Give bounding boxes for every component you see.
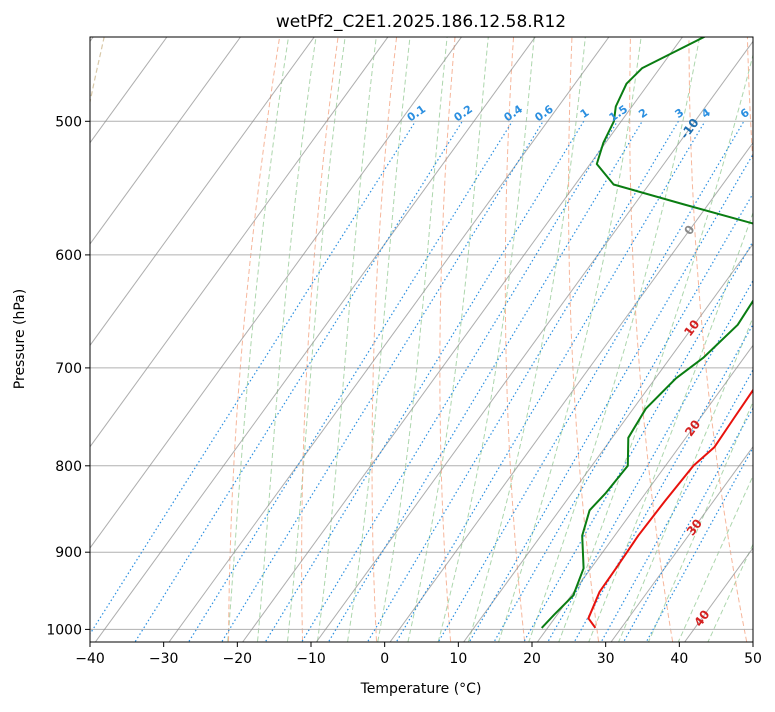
isotherm <box>447 0 775 665</box>
chart-title: wetPf2_C2E1.2025.186.12.58.R12 <box>276 12 566 32</box>
moist-adiabat <box>521 0 775 665</box>
x-axis: −40 −30 −20 −10 0 10 20 30 40 50 <box>75 642 762 667</box>
isotherm-label: 20 <box>682 417 703 439</box>
mixing-ratio-line <box>315 121 643 665</box>
mixing-ratio-label: 8 <box>767 106 775 121</box>
moist-adiabat <box>226 0 574 665</box>
isotherm <box>521 0 775 665</box>
plot-area: 0.10.20.40.611.52346810131620253036-100-… <box>0 0 775 665</box>
isotherm-label: 30 <box>684 516 705 538</box>
isotherm <box>5 0 775 665</box>
y-axis: 1002003004005006007008009001000 <box>46 0 90 638</box>
isotherm <box>742 0 775 665</box>
isotherms <box>0 0 775 665</box>
dewpoint-line <box>542 0 775 628</box>
y-tick-label: 1000 <box>46 622 82 638</box>
dry-adiabats <box>0 0 775 665</box>
mixing-ratio-line <box>456 121 772 665</box>
isotherm-label: 40 <box>691 607 712 629</box>
y-tick-label: 600 <box>55 248 82 264</box>
moist-adiabat <box>344 0 654 665</box>
series-lines <box>542 0 775 628</box>
inline-labels: 0.10.20.40.611.52346810131620253036-100-… <box>405 0 775 629</box>
y-tick-label: 900 <box>55 545 82 561</box>
mixing-ratio-line <box>121 121 463 665</box>
x-tick-label: 50 <box>744 651 762 667</box>
moist-adiabat <box>285 0 611 665</box>
x-tick-label: −30 <box>149 651 179 667</box>
x-tick-label: 30 <box>597 651 615 667</box>
x-tick-label: −10 <box>296 651 326 667</box>
x-tick-label: 20 <box>523 651 541 667</box>
dry-adiabat <box>372 0 644 665</box>
x-tick-label: 10 <box>449 651 467 667</box>
mixing-ratio-label: 2 <box>636 106 650 121</box>
isotherm-label: -20 <box>680 11 704 37</box>
mixing-ratio-line <box>383 121 705 665</box>
mixing-ratio-line <box>174 121 512 665</box>
dry-adiabat <box>440 0 683 665</box>
isotherm <box>0 0 775 665</box>
moist-adiabat <box>373 0 678 665</box>
isotherm <box>0 0 775 665</box>
isotherm <box>0 0 775 665</box>
isotherm <box>0 0 742 665</box>
y-tick-label: 800 <box>55 459 82 475</box>
dry-adiabat <box>689 0 775 665</box>
moist-adiabat <box>491 0 775 665</box>
y-tick-label: 700 <box>55 361 82 377</box>
mixing-ratio-line <box>70 121 415 665</box>
mixing-ratio-line <box>561 121 775 665</box>
mixing-ratio-label: 4 <box>699 106 713 121</box>
dry-adiabat <box>746 0 775 665</box>
x-tick-label: −20 <box>223 651 253 667</box>
x-axis-label: Temperature (°C) <box>360 681 482 697</box>
isotherm <box>0 0 775 665</box>
mixing-ratio-line <box>251 121 583 665</box>
y-tick-label: 500 <box>55 114 82 130</box>
isotherm <box>300 0 775 665</box>
x-tick-label: −40 <box>75 651 105 667</box>
mixing-ratio-line <box>481 121 775 665</box>
dry-adiabat <box>0 0 415 665</box>
x-tick-label: 40 <box>670 651 688 667</box>
mixing-ratio-label: 1 <box>578 106 592 121</box>
dry-adiabat <box>4 0 453 665</box>
isotherm-label: 10 <box>681 317 702 339</box>
mixing-ratio-line <box>354 121 679 665</box>
isotherm <box>373 0 775 665</box>
x-tick-label: 0 <box>380 651 389 667</box>
y-axis-label: Pressure (hPa) <box>12 289 28 389</box>
moist-adiabat <box>579 0 775 665</box>
isotherm <box>0 0 775 665</box>
isotherm <box>0 0 775 665</box>
isotherm <box>0 0 669 665</box>
moist-adiabat <box>638 0 775 665</box>
moist-adiabat <box>403 0 706 665</box>
mixing-ratio-line <box>208 121 544 665</box>
mixing-ratio-lines <box>70 121 775 665</box>
